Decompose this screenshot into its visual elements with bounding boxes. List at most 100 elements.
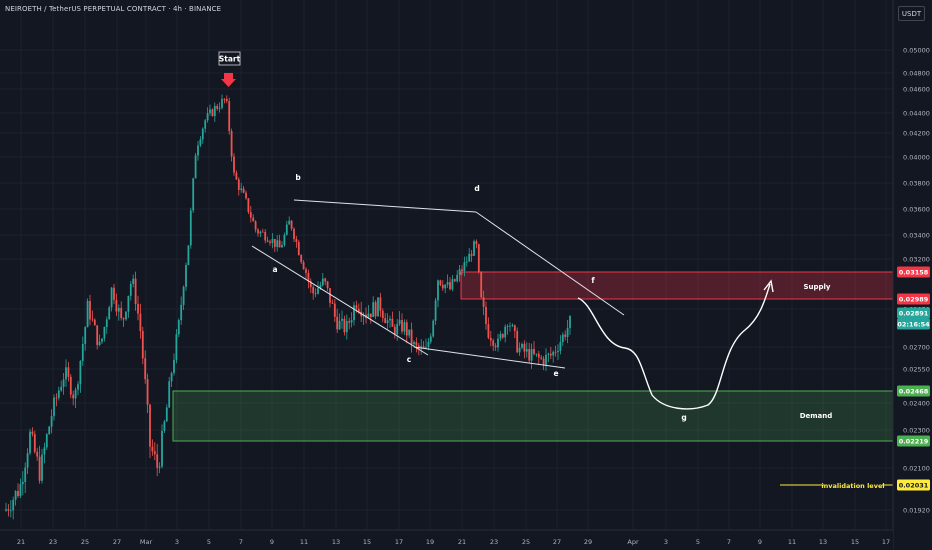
candle-body — [117, 307, 120, 312]
candle — [50, 409, 53, 434]
candle-body — [72, 394, 75, 399]
price-tag-supply: 0.02989 — [897, 293, 930, 305]
price-tag-label: 0.02031 — [899, 482, 929, 490]
candle-body — [74, 389, 77, 399]
currency-selector-button[interactable]: USDT — [898, 6, 925, 21]
candle — [530, 343, 533, 369]
candle-body — [295, 239, 298, 243]
start-label-box — [218, 51, 241, 66]
candle — [173, 353, 175, 376]
candle-body — [329, 288, 331, 303]
candle — [542, 356, 545, 371]
candle-body — [307, 272, 310, 282]
candle — [434, 297, 437, 325]
candle-body — [487, 323, 490, 338]
candle — [372, 296, 375, 318]
candle — [374, 300, 377, 320]
time-tick-label: 17 — [395, 538, 403, 546]
chart-annotations: Start a b c d e f g Supply Demand invalidation lev… — [218, 51, 885, 490]
candle — [137, 295, 139, 321]
candle — [259, 230, 262, 237]
candle — [499, 331, 502, 342]
candle-body — [561, 334, 564, 343]
candle-body — [24, 467, 27, 482]
candle-body — [168, 381, 171, 408]
candle-body — [197, 145, 199, 156]
invalidation-label-bg — [824, 482, 882, 490]
candle-body — [357, 308, 360, 312]
price-tag-countdown: 02:16:54 — [897, 318, 930, 330]
candle — [559, 335, 562, 355]
candle — [134, 271, 137, 311]
price-tag-bg — [897, 293, 930, 305]
candle — [89, 294, 91, 326]
candle-body — [163, 421, 166, 431]
candle — [494, 343, 497, 351]
candle-body — [533, 349, 535, 354]
price-tag-bg — [897, 318, 930, 330]
candle — [367, 305, 370, 319]
candle — [163, 419, 166, 433]
candle-body — [201, 128, 204, 140]
wave-label-b: b — [295, 173, 301, 182]
candle — [266, 236, 269, 243]
price-zones — [172, 271, 894, 486]
candle — [161, 424, 163, 469]
candle — [149, 403, 151, 459]
candle-body — [497, 338, 499, 348]
candle-body — [141, 331, 144, 359]
candle-body — [194, 155, 197, 179]
candle-body — [254, 221, 257, 230]
candle — [5, 502, 7, 512]
candle-body — [67, 367, 70, 377]
price-tick-label: 0.03200 — [903, 256, 930, 264]
candle — [96, 325, 99, 350]
candle — [216, 103, 219, 111]
price-tick-label: 0.02550 — [903, 366, 930, 374]
candle-body — [81, 344, 84, 361]
candle-body — [319, 285, 322, 289]
time-tick-label: 25 — [81, 538, 89, 546]
candle-body — [331, 302, 334, 304]
candle — [213, 102, 216, 122]
candle — [69, 374, 72, 399]
candle — [132, 274, 135, 288]
time-tick-label: 5 — [207, 538, 211, 546]
candle — [218, 102, 221, 113]
candle-body — [237, 179, 240, 190]
time-tick-label: 15 — [363, 538, 371, 546]
candle — [77, 381, 79, 396]
candle-body — [98, 341, 101, 345]
candle — [309, 278, 312, 294]
candle-body — [468, 253, 471, 262]
candle-body — [175, 334, 178, 360]
candle-body — [429, 336, 432, 342]
time-axis[interactable]: 21 23 25 27 Mar 3 5 7 9 11 13 15 17 19 21 23 25 27 29 Apr 3 5… — [0, 529, 893, 550]
candle — [182, 285, 185, 310]
candle — [333, 299, 336, 322]
candle-body — [89, 300, 91, 320]
candle-body — [312, 287, 315, 294]
candle — [146, 373, 149, 413]
candle — [31, 427, 34, 437]
candle-body — [549, 353, 552, 356]
candle-body — [110, 287, 113, 308]
candle — [295, 235, 298, 248]
candle-body — [41, 454, 43, 481]
candle-body — [415, 342, 418, 346]
candle — [329, 288, 331, 308]
candle-body — [156, 454, 159, 468]
candle-body — [410, 329, 413, 345]
candle — [170, 371, 173, 387]
price-tag-supply: 0.03158 — [897, 266, 930, 278]
candle-body — [127, 295, 130, 312]
projection-arrow-icon — [763, 279, 774, 293]
candle-body — [482, 297, 485, 307]
time-tick-label: 23 — [49, 538, 57, 546]
candle — [33, 430, 36, 454]
candle-body — [492, 340, 495, 346]
candle-body — [96, 325, 99, 345]
candle-body — [182, 286, 185, 305]
candle-body — [43, 447, 46, 455]
